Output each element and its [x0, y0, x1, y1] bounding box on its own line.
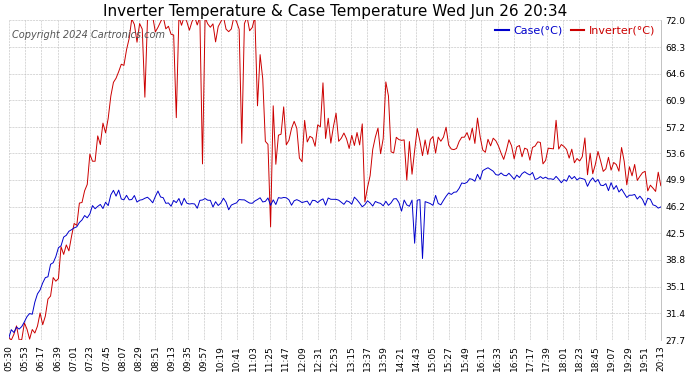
Legend: Case(°C), Inverter(°C): Case(°C), Inverter(°C): [495, 26, 656, 36]
Title: Inverter Temperature & Case Temperature Wed Jun 26 20:34: Inverter Temperature & Case Temperature …: [103, 4, 567, 19]
Text: Copyright 2024 Cartronics.com: Copyright 2024 Cartronics.com: [12, 30, 165, 40]
